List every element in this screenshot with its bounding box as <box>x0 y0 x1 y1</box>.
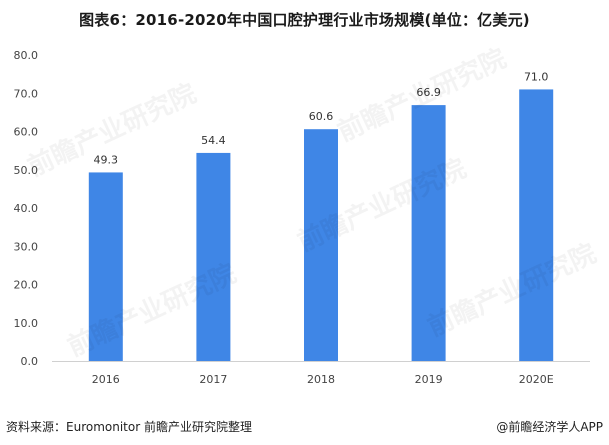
x-tick-label: 2017 <box>199 373 227 386</box>
x-tick-label: 2020E <box>519 373 554 386</box>
bar <box>411 105 446 361</box>
bar-value-labels: 49.3 54.4 60.6 66.9 71.0 <box>94 70 549 166</box>
bars <box>88 89 554 362</box>
x-tick-label: 2019 <box>415 373 443 386</box>
y-tick-label: 0.0 <box>21 355 39 368</box>
bar-value-label: 71.0 <box>524 70 549 83</box>
bar <box>88 172 123 361</box>
y-tick-label: 60.0 <box>14 126 39 139</box>
y-tick-label: 80.0 <box>14 49 39 62</box>
x-tick-label: 2018 <box>307 373 335 386</box>
y-axis-ticks: 0.0 10.0 20.0 30.0 40.0 50.0 60.0 70.0 80.0 <box>14 49 39 368</box>
brand-note: @前瞻经济学人APP <box>496 420 603 434</box>
bar-value-label: 66.9 <box>416 86 441 99</box>
x-axis-ticks: 2016 2017 2018 2019 2020E <box>92 373 554 386</box>
y-tick-label: 20.0 <box>14 279 39 292</box>
y-tick-label: 10.0 <box>14 317 39 330</box>
bar-value-label: 54.4 <box>201 134 226 147</box>
y-tick-label: 50.0 <box>14 164 39 177</box>
bar-value-label: 49.3 <box>94 153 119 166</box>
bar <box>519 89 554 362</box>
y-tick-label: 30.0 <box>14 240 39 253</box>
source-note: 资料来源：Euromonitor 前瞻产业研究院整理 <box>6 420 252 434</box>
bar <box>196 152 231 361</box>
chart-title: 图表6：2016-2020年中国口腔护理行业市场规模(单位：亿美元) <box>79 11 530 29</box>
y-tick-label: 40.0 <box>14 202 39 215</box>
y-tick-label: 70.0 <box>14 87 39 100</box>
bar <box>304 129 338 361</box>
bar-value-label: 60.6 <box>309 110 334 123</box>
x-tick-label: 2016 <box>92 373 120 386</box>
